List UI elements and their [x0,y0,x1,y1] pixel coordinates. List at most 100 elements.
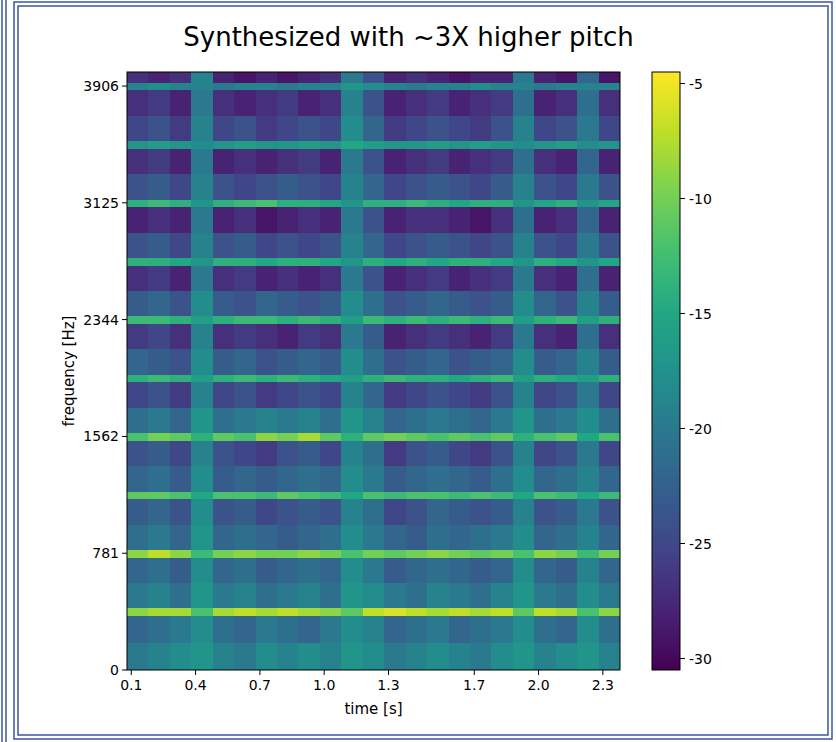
frame [18,6,828,735]
cell [470,407,492,433]
cell [406,90,428,116]
cell [213,407,235,433]
cell [277,265,299,291]
cell [363,258,385,266]
cell [170,148,192,174]
cell [256,72,278,83]
cell [298,382,320,408]
cell [234,557,256,583]
cell [277,433,299,441]
cell [170,491,192,499]
cell [170,433,192,441]
cell [427,349,449,375]
cell [406,440,428,466]
cell [191,349,213,375]
cells [127,72,620,670]
cell [491,232,513,258]
cell [277,440,299,466]
cell [599,72,620,83]
cell [127,550,149,558]
cell [127,524,149,550]
x-tick [538,670,539,675]
cell [256,316,278,324]
y-tick-label: 3906 [83,78,119,94]
cell [298,316,320,324]
cell [599,643,620,670]
cell [256,440,278,466]
cell [449,258,471,266]
cell [427,72,449,83]
cell [599,207,620,233]
cell [599,524,620,550]
cell [298,174,320,200]
cell [320,316,342,324]
cell [449,148,471,174]
cell [513,290,535,316]
cell [341,323,363,349]
cell [320,90,342,116]
cell [449,174,471,200]
cell [534,174,556,200]
cell [213,349,235,375]
cell [277,258,299,266]
cell [491,290,513,316]
cell [427,466,449,492]
cell [148,382,170,408]
cell [170,440,192,466]
cell [191,141,213,149]
cell [513,499,535,525]
cell [384,290,406,316]
cell [513,316,535,324]
cell [556,82,578,90]
x-tick-label: 1.0 [313,677,335,693]
cell [170,374,192,382]
cell [341,141,363,149]
cell [320,349,342,375]
cell [577,524,599,550]
cell [320,615,342,643]
cell [449,90,471,116]
cell [256,491,278,499]
cell [213,148,235,174]
cell [599,258,620,266]
cell [127,141,149,149]
cell [384,433,406,441]
cell [256,499,278,525]
cell [427,491,449,499]
cell [341,90,363,116]
y-axis-label: frequency [Hz] [60,316,78,427]
cell [277,141,299,149]
cell [534,440,556,466]
cell [491,374,513,382]
cell [213,72,235,83]
x-tick [259,670,260,675]
cell [213,207,235,233]
cell [470,643,492,670]
cell [191,382,213,408]
cell [427,643,449,670]
cell [256,643,278,670]
cell [491,466,513,492]
cell [513,90,535,116]
cell [449,290,471,316]
cell [449,643,471,670]
cell [213,174,235,200]
cell [341,290,363,316]
cell [470,232,492,258]
cell [406,550,428,558]
cell [470,491,492,499]
cell [256,258,278,266]
cell [491,265,513,291]
cell [298,491,320,499]
cell [170,323,192,349]
cell [341,582,363,608]
cell [556,608,578,616]
cell [191,90,213,116]
cell [470,524,492,550]
cell [556,323,578,349]
cell [256,207,278,233]
cell [449,608,471,616]
cell [427,207,449,233]
cell [470,199,492,207]
cell [534,615,556,643]
